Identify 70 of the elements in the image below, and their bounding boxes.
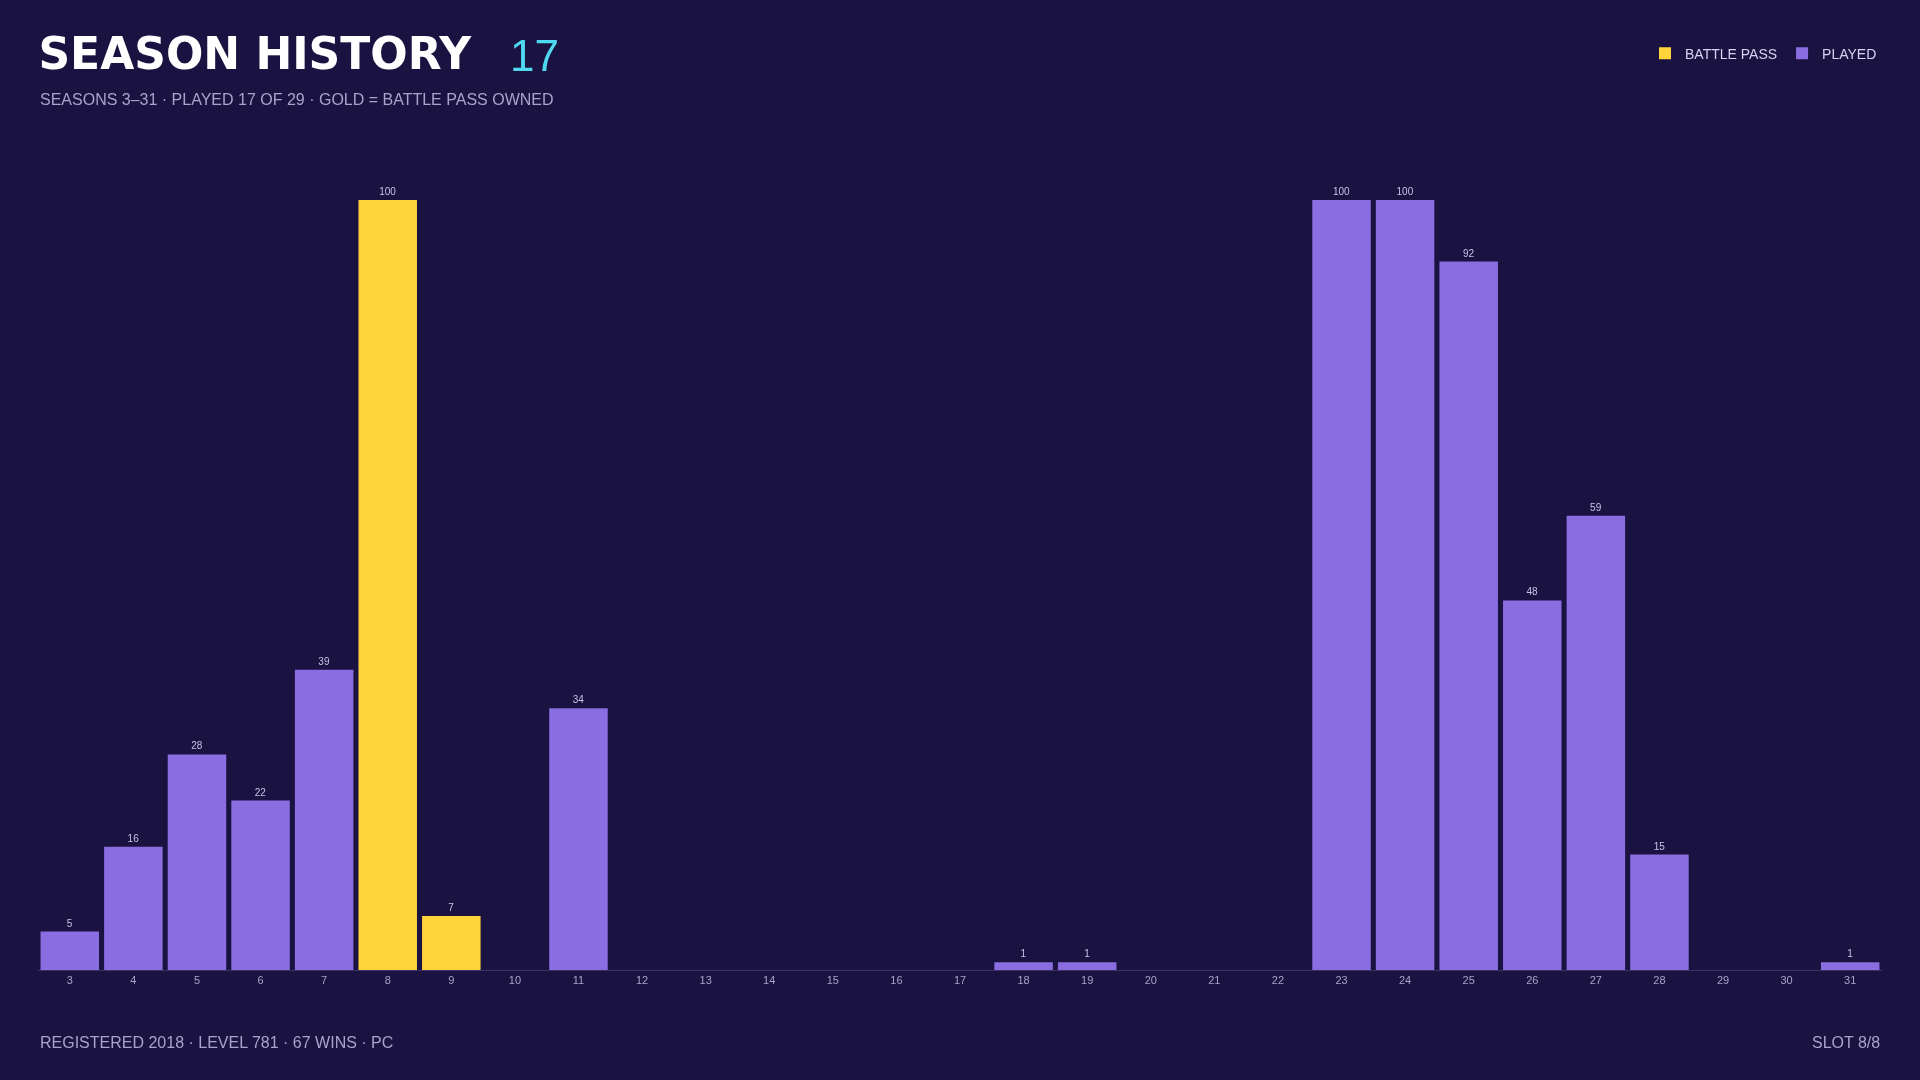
bar bbox=[1439, 261, 1498, 970]
chart-subtitle: SEASONS 3–31 · PLAYED 17 OF 29 · GOLD = BATTLE PASS OWNED bbox=[40, 91, 554, 108]
bar bbox=[167, 754, 227, 970]
data-label: 34 bbox=[572, 694, 585, 706]
x-tick-label: 29 bbox=[1716, 974, 1730, 987]
text: REGISTERED 2018 · LEVEL 781 · 67 WINS · PC bbox=[40, 1034, 394, 1051]
x-tick-label: 16 bbox=[890, 974, 903, 987]
data-label: 7 bbox=[448, 902, 455, 914]
x-tick-label: 9 bbox=[448, 974, 455, 987]
data-label: 1 bbox=[1847, 948, 1854, 960]
data-label: 100 bbox=[1332, 186, 1351, 197]
bar bbox=[231, 800, 290, 970]
bar bbox=[1566, 515, 1626, 970]
bar bbox=[1312, 200, 1371, 970]
x-tick-label: 19 bbox=[1081, 974, 1094, 987]
x-tick-label: 10 bbox=[508, 974, 522, 987]
x-tick-label: 5 bbox=[193, 974, 201, 987]
x-tick-label: 12 bbox=[635, 974, 649, 987]
bar bbox=[104, 846, 163, 970]
x-tick-label: 8 bbox=[384, 974, 391, 987]
bar bbox=[358, 200, 417, 970]
data-label: 100 bbox=[1396, 186, 1414, 197]
data-label: 1 bbox=[1084, 948, 1091, 960]
bar bbox=[1375, 200, 1435, 970]
x-tick-label: 23 bbox=[1335, 974, 1348, 987]
data-label: 59 bbox=[1590, 501, 1602, 513]
bar bbox=[1503, 600, 1562, 970]
bar bbox=[422, 916, 481, 970]
x-tick-label: 21 bbox=[1208, 974, 1221, 987]
x-tick-label: 4 bbox=[130, 974, 137, 987]
x-tick-label: 11 bbox=[572, 974, 585, 987]
chart-title: SEASON HISTORY bbox=[38, 28, 473, 80]
data-label: 5 bbox=[66, 917, 73, 929]
x-tick-label: 18 bbox=[1017, 974, 1030, 987]
bar bbox=[1630, 854, 1689, 970]
text: 17 bbox=[510, 31, 559, 80]
bar bbox=[1057, 962, 1117, 970]
x-tick-label: 31 bbox=[1844, 974, 1857, 987]
bar bbox=[1820, 962, 1880, 970]
data-label: 92 bbox=[1462, 247, 1475, 259]
bar bbox=[294, 669, 354, 970]
data-label: 39 bbox=[318, 655, 330, 667]
bar bbox=[40, 931, 100, 970]
x-tick-label: 25 bbox=[1462, 974, 1475, 987]
legend-label: PLAYED bbox=[1822, 45, 1877, 62]
x-tick-label: 17 bbox=[953, 974, 967, 987]
x-tick-label: 20 bbox=[1144, 974, 1157, 987]
data-label: 1 bbox=[1020, 948, 1027, 960]
data-label: 100 bbox=[379, 186, 397, 197]
x-tick-label: 24 bbox=[1398, 974, 1412, 987]
bar bbox=[994, 962, 1053, 970]
data-label: 16 bbox=[127, 832, 140, 844]
x-tick-label: 27 bbox=[1589, 974, 1602, 987]
x-tick-label: 26 bbox=[1526, 974, 1539, 987]
x-tick-label: 15 bbox=[826, 974, 839, 987]
data-label: 48 bbox=[1526, 586, 1539, 598]
data-label: 22 bbox=[254, 786, 267, 798]
text: SLOT 8/8 bbox=[1812, 1034, 1881, 1051]
data-label: 28 bbox=[191, 740, 203, 752]
legend-label: BATTLE PASS bbox=[1685, 45, 1778, 62]
x-tick-label: 30 bbox=[1780, 974, 1793, 987]
x-tick-label: 7 bbox=[321, 974, 328, 987]
x-tick-label: 6 bbox=[257, 974, 264, 987]
data-label: 15 bbox=[1653, 840, 1666, 852]
x-tick-label: 28 bbox=[1653, 974, 1666, 987]
x-tick-label: 14 bbox=[763, 974, 776, 987]
x-tick-label: 13 bbox=[699, 974, 712, 987]
x-tick-label: 3 bbox=[66, 974, 73, 987]
x-tick-label: 22 bbox=[1271, 974, 1285, 987]
bar bbox=[549, 708, 608, 970]
